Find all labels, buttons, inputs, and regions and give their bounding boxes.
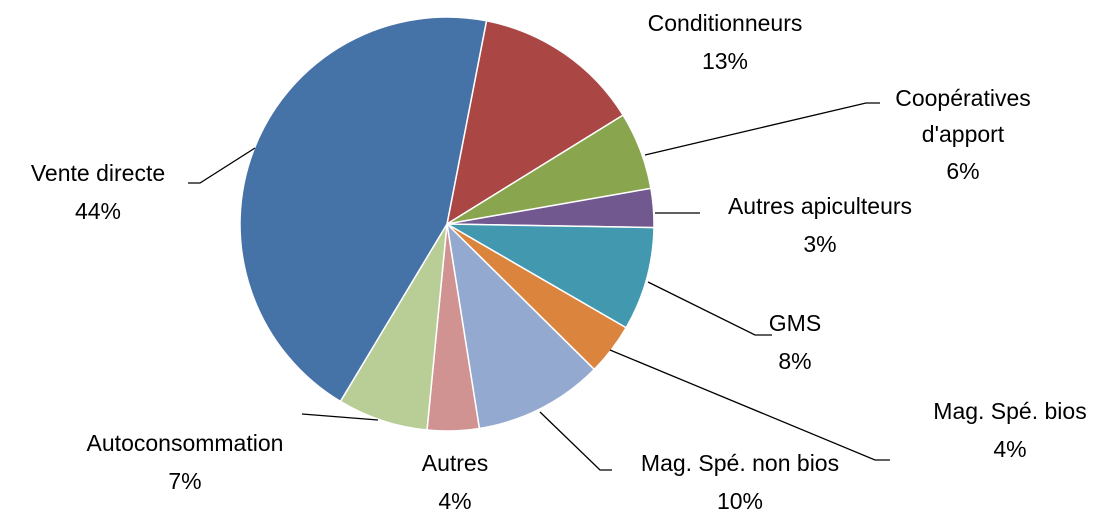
leader-line [647,281,772,336]
slice-value-label: 8% [778,348,811,374]
slice-value-label: 44% [75,198,121,224]
pie-slice [239,16,488,403]
slice-label: Conditionneurs [648,10,803,36]
leader-line [539,411,612,471]
slice-label: Mag. Spé. bios [933,398,1086,424]
slice-value-label: 6% [946,158,979,184]
slice-value-label: 4% [438,488,471,514]
pie-slice [444,223,655,329]
leader-line [301,413,379,421]
pie-slice [445,221,596,430]
slice-value-label: 10% [717,488,763,514]
slice-label: GMS [769,310,821,336]
slice-value-label: 7% [168,468,201,494]
slice-label: Mag. Spé. non bios [641,450,839,476]
slice-value-label: 3% [803,231,836,257]
slice-label: Autoconsommation [87,430,284,456]
slice-label: Autres [422,450,488,476]
slice-label: Coopératives d'apport [895,85,1031,147]
leader-line [644,102,880,156]
slice-value-label: 13% [702,48,748,74]
slice-label: Vente directe [31,160,165,186]
pie-slice [445,19,625,226]
slice-value-label: 4% [993,436,1026,462]
label-line: Coopératives [895,85,1031,111]
leader-line [188,147,256,184]
leader-line [609,349,890,461]
label-line: d'apport [922,121,1005,147]
slice-label: Autres apiculteurs [728,193,912,219]
